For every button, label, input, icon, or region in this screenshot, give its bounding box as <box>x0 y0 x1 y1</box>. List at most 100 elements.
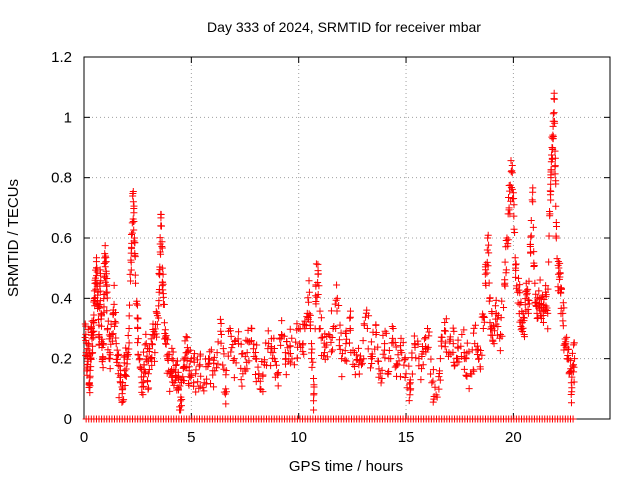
data-point <box>560 304 568 312</box>
data-point <box>97 277 105 285</box>
data-point <box>496 347 504 355</box>
data-point <box>536 276 544 284</box>
data-point <box>119 397 127 405</box>
data-point <box>210 356 218 364</box>
data-point <box>118 386 126 394</box>
data-point <box>145 348 153 356</box>
data-point <box>308 345 316 353</box>
data-point <box>106 355 114 363</box>
data-point <box>478 351 486 359</box>
data-point <box>436 376 444 384</box>
data-point <box>397 334 405 342</box>
data-point <box>457 342 465 350</box>
data-point <box>255 370 263 378</box>
data-point <box>531 279 539 287</box>
data-point <box>149 341 157 349</box>
data-point <box>194 378 202 386</box>
data-point <box>128 219 136 227</box>
data-point <box>133 297 141 305</box>
data-point <box>345 339 353 347</box>
data-point <box>360 321 368 329</box>
data-point <box>329 346 337 354</box>
data-point <box>95 302 103 310</box>
data-point <box>156 248 164 256</box>
data-point <box>463 339 471 347</box>
data-point <box>304 294 312 302</box>
data-point <box>222 400 230 408</box>
data-point <box>483 258 491 266</box>
data-point <box>103 274 111 282</box>
data-point <box>510 212 518 220</box>
data-point <box>173 357 181 365</box>
data-point <box>507 184 515 192</box>
data-point <box>112 334 120 342</box>
data-point <box>521 301 529 309</box>
data-point <box>382 329 390 337</box>
data-point <box>429 398 437 406</box>
data-point <box>90 311 98 319</box>
data-point <box>450 362 458 370</box>
data-point <box>226 327 234 335</box>
data-point <box>539 292 547 300</box>
data-point <box>485 241 493 249</box>
data-point <box>159 278 167 286</box>
data-point <box>410 332 418 340</box>
data-point <box>557 289 565 297</box>
data-point <box>547 188 555 196</box>
data-point <box>341 347 349 355</box>
data-point <box>332 296 340 304</box>
data-point <box>89 342 97 350</box>
data-point <box>196 382 204 390</box>
data-point <box>468 370 476 378</box>
data-point <box>185 363 193 371</box>
data-point <box>229 341 237 349</box>
data-point <box>220 350 228 358</box>
data-point <box>551 170 559 178</box>
data-point <box>115 350 123 358</box>
data-point <box>222 388 230 396</box>
data-point <box>314 291 322 299</box>
data-point <box>463 372 471 380</box>
x-axis-label: GPS time / hours <box>289 458 403 475</box>
data-point <box>497 331 505 339</box>
data-point <box>130 202 138 210</box>
data-point <box>155 297 163 305</box>
data-point <box>305 277 313 285</box>
data-point <box>547 196 555 204</box>
data-point <box>160 319 168 327</box>
data-point <box>141 341 149 349</box>
data-point <box>95 332 103 340</box>
data-point <box>230 374 238 382</box>
data-point <box>465 385 473 393</box>
data-point <box>361 313 369 321</box>
data-point <box>501 282 509 290</box>
data-point <box>88 349 96 357</box>
data-point <box>557 310 565 318</box>
data-point <box>346 313 354 321</box>
data-point <box>548 151 556 159</box>
data-point <box>196 350 204 358</box>
data-point <box>570 341 578 349</box>
data-point <box>112 319 120 327</box>
data-point <box>424 345 432 353</box>
data-point <box>422 334 430 342</box>
data-point <box>153 312 161 320</box>
data-point <box>317 334 325 342</box>
data-point <box>549 135 557 143</box>
data-point <box>547 168 555 176</box>
data-point <box>115 394 123 402</box>
data-point <box>238 382 246 390</box>
data-point <box>397 346 405 354</box>
data-point <box>312 260 320 268</box>
data-point <box>87 354 95 362</box>
data-point <box>355 370 363 378</box>
data-point <box>207 346 215 354</box>
data-point <box>169 378 177 386</box>
data-point <box>179 377 187 385</box>
data-point <box>110 300 118 308</box>
data-point <box>518 319 526 327</box>
data-point <box>248 325 256 333</box>
data-point <box>134 339 142 347</box>
data-point <box>387 355 395 363</box>
data-point <box>139 348 147 356</box>
